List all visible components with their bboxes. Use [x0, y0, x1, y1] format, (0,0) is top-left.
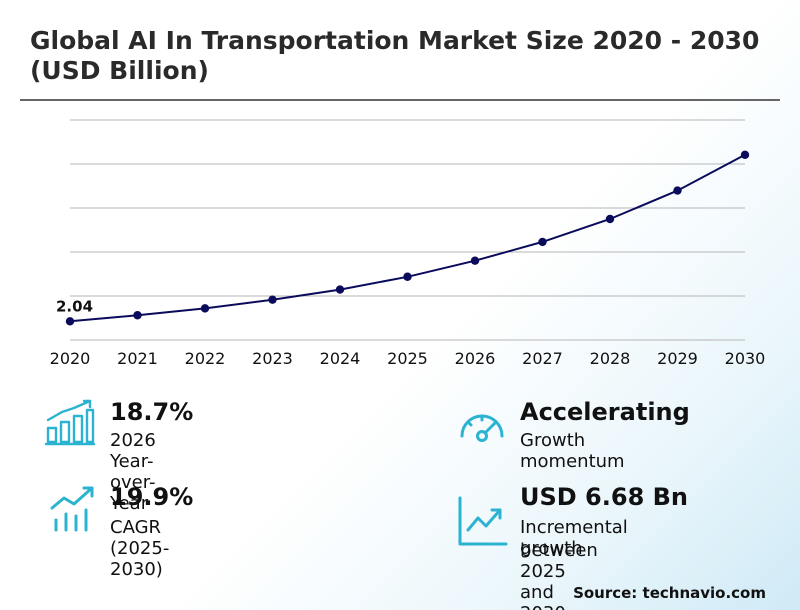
x-tick-label: 2023 [252, 349, 293, 368]
stat-cagr-value: 19.9% [110, 483, 194, 511]
data-point [470, 256, 480, 265]
x-tick-label: 2020 [50, 349, 91, 368]
data-point [403, 272, 412, 281]
stat-incremental-value: USD 6.68 Bn [520, 483, 688, 511]
x-tick-label: 2026 [455, 349, 496, 368]
x-tick-label: 2028 [590, 349, 631, 368]
data-label: 2.04 [56, 297, 93, 315]
data-point [605, 214, 615, 224]
line-chart: 2020 2021 2022 2023 2024 2025 2026 2027 2028 2029… [50, 119, 766, 368]
stat-incremental-label-line1: Incremental growth [520, 517, 628, 559]
bar-chart-rising-icon [44, 399, 96, 446]
stat-momentum-value: Accelerating [520, 398, 690, 426]
x-tick-label: 2025 [387, 349, 428, 368]
x-tick-label: 2027 [522, 349, 563, 368]
data-point [200, 304, 210, 313]
stat-incremental-label-line2: between 2025 and 2030 [520, 540, 598, 610]
x-axis-ticks: 2020 2021 2022 2023 2024 2025 2026 2027 2028 2029… [50, 349, 766, 368]
x-tick-label: 2024 [320, 349, 361, 368]
data-point [673, 186, 682, 195]
data-labels: 2.04 [56, 297, 93, 315]
series-points [65, 150, 750, 326]
title-divider [20, 99, 780, 101]
data-point [740, 150, 750, 160]
stat-momentum-label: Growth momentum [520, 430, 625, 472]
chart-title: Global AI In Transportation Market Size … [30, 26, 760, 85]
data-point [268, 295, 277, 304]
stat-cagr-label: CAGR (2025-2030) [110, 517, 170, 580]
x-tick-label: 2030 [725, 349, 766, 368]
x-tick-label: 2021 [117, 349, 158, 368]
stat-yoy-label: 2026 Year-over-Year [110, 430, 156, 514]
bar-trend-icon [50, 486, 94, 532]
source-note: Source: technavio.com [573, 584, 766, 602]
speedometer-icon [460, 414, 504, 442]
stat-yoy-value: 18.7% [110, 398, 194, 426]
x-tick-label: 2022 [185, 349, 226, 368]
gridlines [70, 119, 745, 341]
data-point [133, 311, 142, 320]
x-tick-label: 2029 [657, 349, 698, 368]
trend-chart-icon [458, 496, 508, 546]
data-point [65, 317, 75, 326]
data-point [335, 285, 345, 294]
data-point [538, 237, 547, 247]
